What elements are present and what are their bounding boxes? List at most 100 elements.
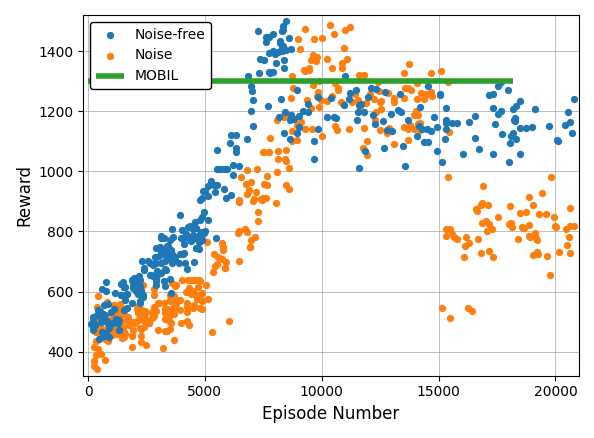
Noise-free — [510, 115, 519, 122]
Noise-free — [279, 130, 289, 137]
Noise — [308, 82, 318, 89]
Noise-free — [511, 102, 520, 110]
Noise-free — [470, 134, 479, 141]
Noise — [182, 304, 191, 311]
Noise-free — [423, 83, 432, 90]
Noise — [165, 314, 174, 321]
Noise — [415, 127, 424, 134]
Noise-free — [192, 235, 201, 242]
Noise-free — [280, 108, 289, 115]
Noise — [162, 328, 172, 335]
Noise-free — [122, 304, 131, 311]
Noise — [449, 233, 459, 240]
Noise — [171, 300, 181, 307]
Noise — [100, 334, 109, 341]
Noise — [162, 309, 171, 316]
Noise-free — [368, 112, 377, 119]
Noise — [362, 99, 371, 106]
Noise-free — [516, 97, 525, 104]
Noise — [446, 226, 455, 233]
Noise — [551, 223, 561, 230]
Noise — [167, 279, 176, 286]
Noise — [464, 240, 473, 247]
Noise-free — [96, 307, 105, 314]
Noise — [148, 311, 157, 318]
Noise — [159, 300, 169, 307]
Noise — [531, 234, 541, 241]
Noise-free — [415, 103, 425, 110]
Noise-free — [116, 280, 125, 287]
Noise-free — [185, 237, 195, 244]
Noise — [218, 244, 228, 251]
Noise-free — [192, 234, 201, 241]
Noise — [287, 137, 296, 144]
Noise-free — [488, 104, 497, 111]
Noise-free — [188, 232, 197, 239]
Noise — [519, 225, 528, 232]
Noise — [254, 209, 263, 216]
Noise — [112, 319, 121, 326]
Noise-free — [90, 321, 100, 328]
Noise — [116, 328, 126, 335]
Noise — [188, 290, 197, 297]
Noise-free — [255, 56, 265, 63]
Noise-free — [93, 312, 102, 319]
Noise — [341, 27, 350, 34]
Noise — [369, 96, 379, 103]
Noise — [444, 174, 453, 181]
Noise — [108, 329, 118, 336]
Noise-free — [97, 286, 107, 293]
Noise-free — [286, 45, 296, 52]
Noise — [561, 225, 571, 232]
Noise-free — [422, 125, 432, 132]
Noise-free — [199, 229, 208, 236]
Noise — [93, 366, 102, 373]
Noise-free — [345, 89, 355, 96]
Noise — [170, 282, 180, 289]
Noise-free — [146, 272, 156, 279]
Noise — [220, 264, 230, 271]
Noise — [306, 104, 315, 111]
Noise-free — [160, 250, 169, 257]
Noise — [195, 304, 205, 311]
Noise — [115, 300, 125, 307]
Noise-free — [437, 159, 447, 166]
Noise-free — [166, 246, 175, 253]
Noise-free — [140, 264, 149, 271]
Noise — [140, 323, 149, 330]
Noise — [330, 122, 339, 129]
Noise — [287, 72, 297, 79]
Noise-free — [111, 315, 121, 322]
Noise-free — [340, 73, 349, 80]
Noise — [473, 235, 483, 242]
Noise — [246, 237, 255, 244]
Noise — [508, 223, 517, 230]
Noise — [383, 89, 393, 96]
Noise — [444, 79, 453, 86]
Noise-free — [222, 194, 231, 201]
Noise-free — [134, 272, 144, 279]
Noise — [93, 346, 103, 353]
Noise — [359, 71, 369, 78]
Noise — [136, 338, 146, 345]
Noise — [528, 251, 538, 258]
Noise-free — [151, 281, 160, 288]
Noise — [374, 78, 383, 85]
Noise — [108, 310, 117, 317]
Noise — [406, 87, 416, 94]
Noise-free — [146, 259, 155, 266]
Noise-free — [187, 236, 196, 243]
Noise — [482, 228, 492, 235]
Noise — [263, 181, 272, 188]
Noise-free — [363, 94, 372, 101]
Noise — [234, 198, 244, 205]
Noise-free — [565, 118, 574, 125]
Noise — [416, 120, 425, 127]
Noise-free — [508, 130, 517, 137]
Noise-free — [488, 151, 497, 158]
Noise-free — [270, 50, 279, 57]
Noise — [292, 122, 301, 129]
Noise-free — [204, 216, 213, 223]
Noise — [169, 311, 178, 318]
Noise — [93, 303, 102, 310]
